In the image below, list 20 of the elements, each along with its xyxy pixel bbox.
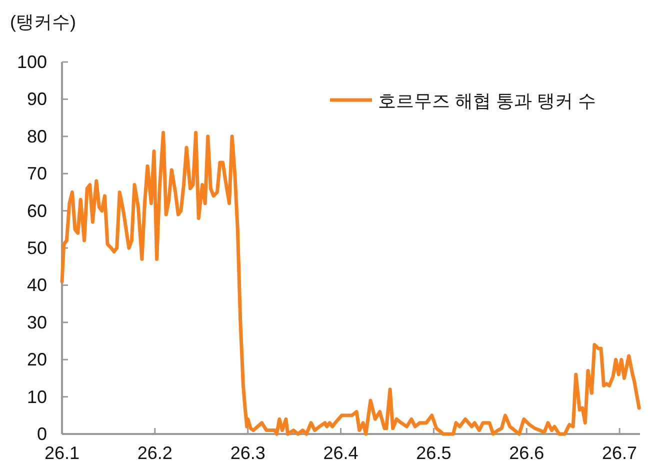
- y-tick-label: 90: [26, 89, 47, 110]
- y-tick-label: 80: [26, 126, 47, 146]
- x-tick-label: 26.4: [323, 443, 358, 463]
- y-tick-label: 30: [26, 312, 47, 332]
- y-tick-label: 50: [26, 238, 47, 258]
- x-tick-label: 26.3: [230, 443, 266, 463]
- y-tick-label: 60: [26, 200, 47, 221]
- y-tick-label: 70: [26, 164, 47, 184]
- y-tick-label: 20: [26, 350, 47, 370]
- x-tick-label: 26.1: [44, 443, 80, 463]
- y-axis-title: (탱커수): [10, 12, 76, 32]
- y-tick-label: 100: [16, 52, 47, 72]
- x-tick-label: 26.6: [509, 443, 544, 463]
- legend-label: 호르무즈 해협 통과 탱커 수: [378, 91, 596, 111]
- y-tick-label: 40: [26, 275, 47, 296]
- x-tick-label: 26.7: [602, 443, 638, 463]
- x-tick-label: 26.5: [416, 443, 452, 463]
- x-tick-label: 26.2: [137, 443, 172, 463]
- y-tick-label: 10: [26, 386, 47, 407]
- y-tick-label: 0: [36, 424, 47, 444]
